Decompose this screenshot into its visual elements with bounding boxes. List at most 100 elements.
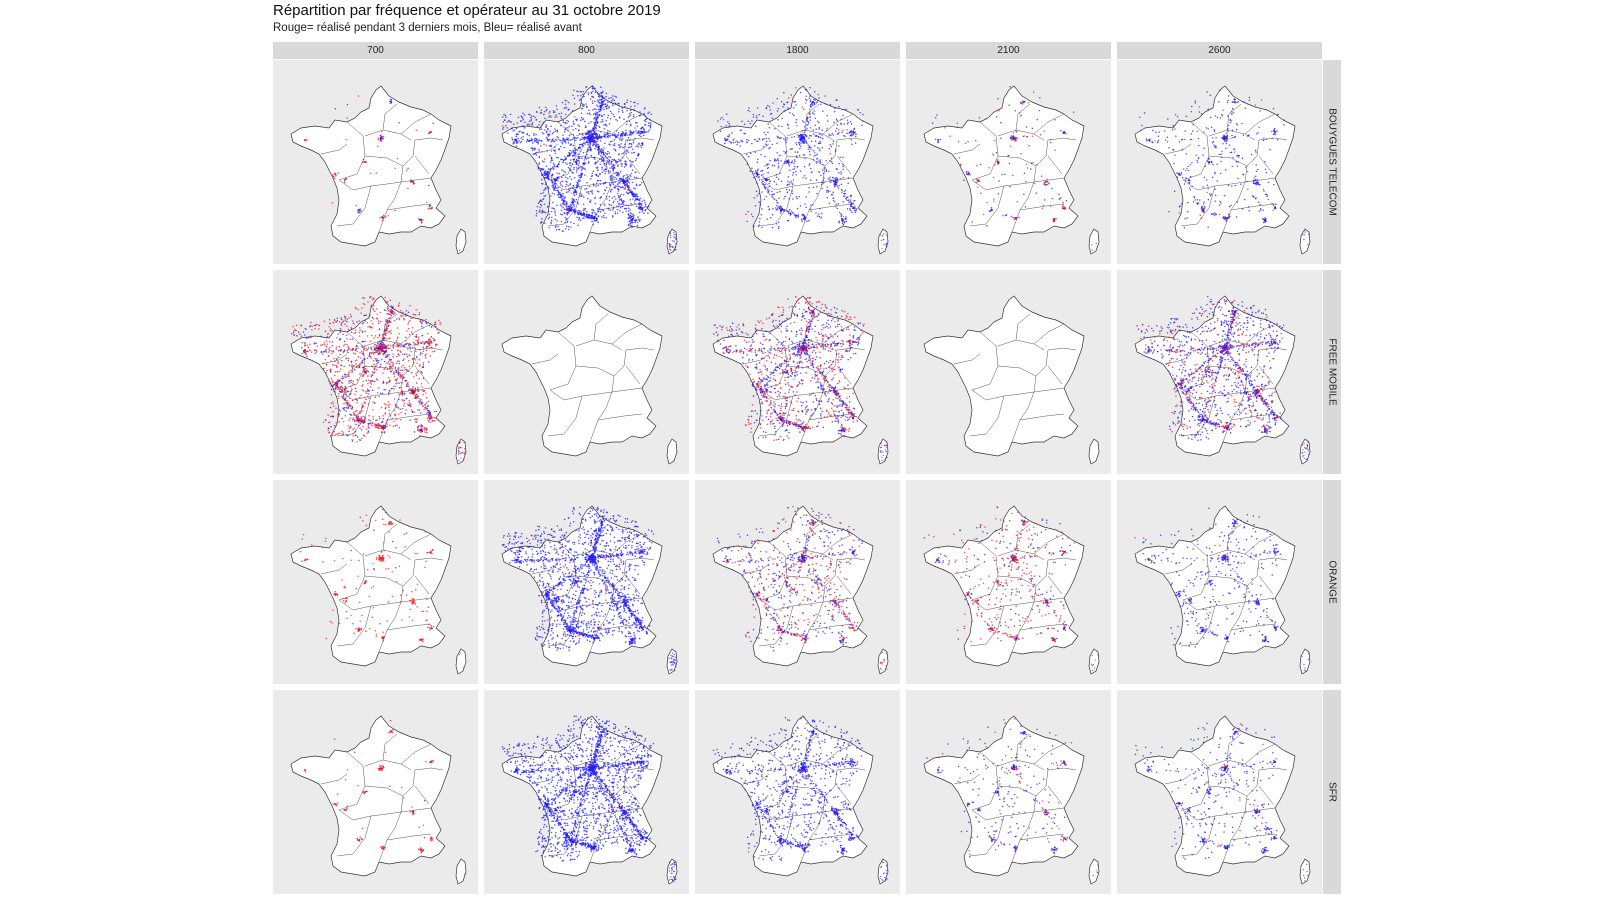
france-map [712, 715, 889, 885]
facet-label-text: ORANGE [1327, 560, 1338, 603]
mainland-outline [923, 715, 1085, 877]
region-border [597, 203, 643, 211]
map-panel-free-mobile-2600 [1117, 270, 1322, 474]
region-border [786, 339, 834, 351]
region-border [625, 365, 641, 385]
france-map [923, 85, 1100, 255]
facet-label-sfr: SFR [1323, 690, 1341, 894]
antenna-sites [1138, 89, 1310, 245]
region-border [575, 347, 655, 377]
region-border [1033, 387, 1065, 393]
mainland-outline [1134, 715, 1296, 877]
map-panel-free-mobile-1800 [695, 270, 900, 474]
corsica-outline [666, 858, 678, 885]
region-border [1244, 177, 1276, 183]
region-border [1258, 575, 1274, 595]
map-panel-bouygues-telecom-1800 [695, 60, 900, 264]
region-border [531, 353, 559, 365]
antenna-sites [1134, 722, 1309, 882]
region-border [1180, 185, 1216, 227]
region-border [822, 113, 854, 135]
facet-label-orange: ORANGE [1323, 480, 1341, 684]
region-border [1047, 155, 1063, 175]
region-border [742, 773, 770, 785]
mainland-outline [712, 505, 874, 667]
antenna-sites [501, 85, 677, 252]
corsica-outline [455, 858, 467, 885]
region-border [1208, 557, 1288, 587]
chart-title: Répartition par fréquence et opérateur a… [273, 2, 661, 19]
region-border [997, 759, 1045, 771]
region-border [742, 143, 770, 155]
region-border [1011, 165, 1037, 233]
mainland-outline [290, 85, 452, 247]
region-border [400, 113, 432, 135]
region-border [414, 575, 430, 595]
france-map [1134, 85, 1311, 255]
region-border [1015, 523, 1031, 551]
mainland-outline [712, 85, 874, 247]
region-border [1033, 323, 1065, 345]
region-border [1226, 733, 1242, 761]
region-border [997, 137, 1077, 167]
region-border [1258, 785, 1274, 805]
map-panel-sfr-2100 [906, 690, 1111, 894]
facet-header-800: 800 [484, 42, 689, 59]
region-border [997, 549, 1045, 561]
antenna-sites [713, 295, 888, 461]
antenna-sites [931, 86, 1097, 251]
mainland-outline [501, 715, 663, 877]
region-border [336, 185, 372, 227]
region-border [1244, 387, 1276, 393]
region-border [378, 375, 404, 443]
region-border [1226, 103, 1242, 131]
antenna-sites [923, 505, 1099, 671]
map-panel-orange-2100 [906, 480, 1111, 684]
france-map [290, 295, 467, 465]
map-panel-free-mobile-2100 [906, 270, 1111, 474]
region-border [382, 103, 398, 131]
region-border [1208, 129, 1256, 141]
region-border [364, 549, 412, 561]
map-panel-bouygues-telecom-800 [484, 60, 689, 264]
region-border [1180, 815, 1216, 857]
region-border [386, 413, 432, 421]
france-map [290, 715, 467, 885]
corsica-outline [1299, 648, 1311, 675]
region-border [1033, 597, 1065, 603]
antenna-sites [717, 86, 888, 250]
region-border [758, 185, 794, 227]
region-border [997, 767, 1077, 797]
region-border [808, 203, 854, 211]
region-border [589, 375, 615, 443]
france-map [290, 85, 467, 255]
region-border [1258, 155, 1274, 175]
region-border [1015, 313, 1031, 341]
region-border [1019, 623, 1065, 631]
region-border [400, 387, 432, 393]
region-border [997, 339, 1045, 351]
region-border [611, 743, 643, 765]
facet-label-bouygues-telecom: BOUYGUES TELECOM [1323, 60, 1341, 264]
france-map [1134, 295, 1311, 465]
region-border [1230, 833, 1276, 841]
corsica-outline [455, 228, 467, 255]
region-border [611, 387, 643, 393]
region-border [786, 767, 866, 797]
region-border [786, 137, 866, 167]
region-border [414, 365, 430, 385]
antenna-sites [926, 718, 1099, 877]
region-border [1164, 773, 1192, 785]
map-panel-free-mobile-800 [484, 270, 689, 474]
region-border [1033, 533, 1065, 555]
region-border [414, 785, 430, 805]
region-border [808, 623, 854, 631]
region-border [804, 523, 820, 551]
facet-header-700: 700 [273, 42, 478, 59]
france-map [923, 505, 1100, 675]
region-border [597, 623, 643, 631]
region-border [386, 203, 432, 211]
region-border [575, 767, 655, 797]
region-border [742, 563, 770, 575]
region-border [1011, 375, 1037, 443]
